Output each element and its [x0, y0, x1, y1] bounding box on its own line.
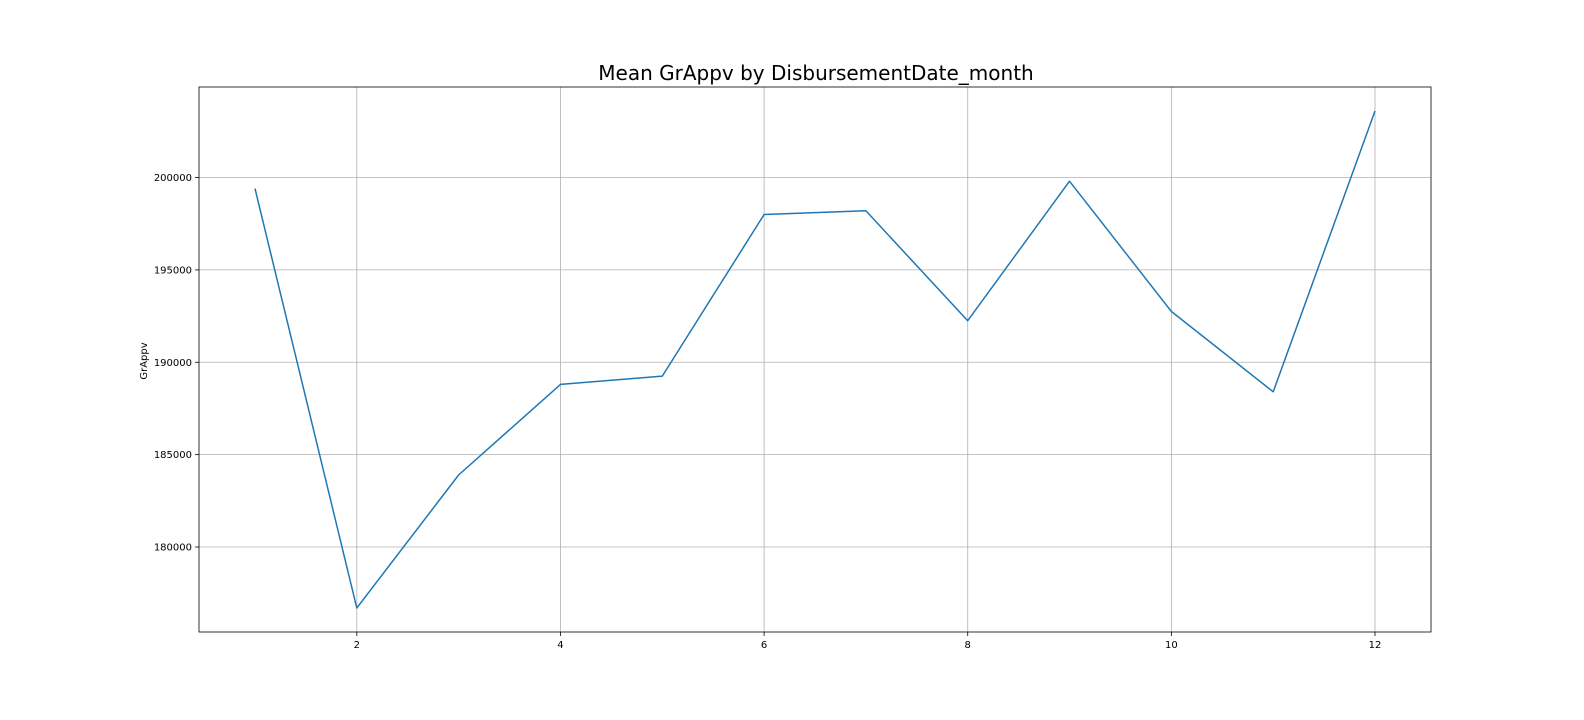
x-tick-label: 10: [1165, 640, 1178, 651]
series-line: [254, 110, 1376, 609]
y-tick-label: 195000: [154, 265, 192, 276]
x-tick-label: 6: [761, 640, 767, 651]
plot-frame: [198, 86, 1432, 633]
x-tick-label: 2: [354, 640, 360, 651]
y-tick-label: 190000: [154, 358, 192, 369]
series-group: [254, 110, 1376, 609]
axis-ticks: 2 4 6 8 10 12 180000 185000 190000 195000 200000: [154, 173, 1382, 651]
x-tick-label: 8: [965, 640, 971, 651]
x-tick-label: 12: [1369, 640, 1382, 651]
chart-title: Mean GrAppv by DisbursementDate_month: [598, 61, 1033, 85]
x-tick-label: 4: [557, 640, 563, 651]
y-tick-label: 185000: [154, 450, 192, 461]
y-tick-label: 200000: [154, 173, 192, 184]
y-tick-label: 180000: [154, 543, 192, 554]
y-axis-label: GrAppv: [139, 342, 150, 379]
gridlines: [199, 87, 1431, 632]
